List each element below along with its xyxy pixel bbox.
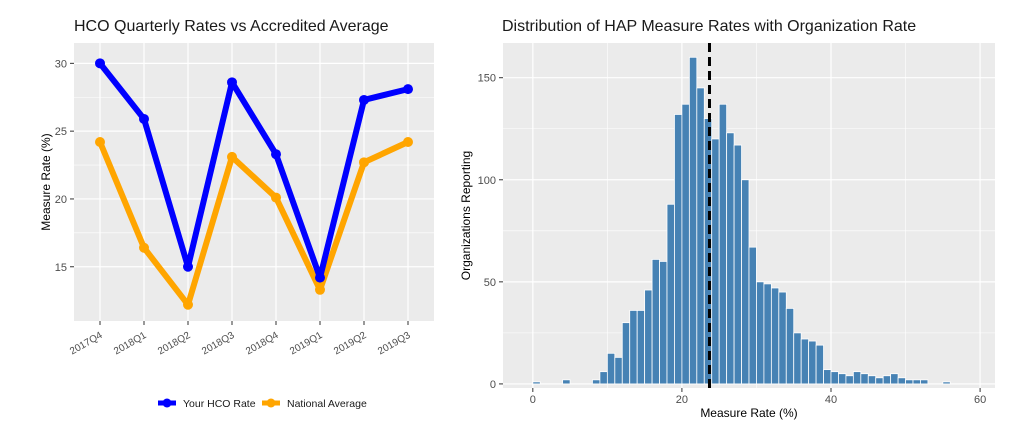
hist-x-tick-label: 60 [974, 394, 986, 406]
series-point-hco [95, 58, 105, 69]
histogram-bar [852, 371, 862, 385]
legend-label: Your HCO Rate [183, 398, 256, 410]
line-y-tick-label: 25 [55, 126, 67, 138]
histogram-bar [651, 258, 660, 385]
histogram-bar [718, 103, 728, 385]
line-y-tick-label: 15 [55, 262, 67, 274]
line-x-tick-label: 2019Q2 [332, 330, 369, 358]
series-point-hco [359, 94, 369, 105]
histogram-bar [688, 56, 698, 385]
histogram-bar [920, 379, 929, 385]
histogram-bar [629, 310, 638, 385]
series-point-national [271, 192, 281, 203]
histogram-bar [696, 87, 705, 385]
histogram-bar [592, 379, 601, 385]
histogram-bar [942, 381, 951, 385]
series-point-hco [403, 84, 413, 95]
histogram-bar [741, 179, 750, 385]
histogram-bar [808, 340, 817, 385]
line-y-axis-label: Measure Rate (%) [39, 133, 53, 230]
series-point-national [95, 136, 105, 147]
series-point-hco [183, 261, 193, 272]
histogram-bar [681, 103, 690, 385]
histogram-bar [867, 375, 877, 385]
histogram-bar [912, 379, 921, 385]
histogram-bar [711, 138, 720, 385]
histogram-bar [830, 371, 839, 385]
histogram-bar [644, 289, 653, 385]
histogram-bar [815, 344, 824, 385]
histogram-title: Distribution of HAP Measure Rates with O… [502, 18, 917, 35]
histogram-bar [674, 114, 683, 385]
series-point-national [139, 242, 149, 253]
series-point-national [403, 136, 413, 147]
histogram-bar [770, 287, 780, 385]
line-x-tick-label: 2017Q4 [68, 330, 105, 358]
histogram-bar [562, 379, 571, 385]
histogram-bar [905, 379, 914, 385]
histogram-bar [860, 373, 869, 385]
histogram-bar [845, 375, 854, 385]
series-point-hco [139, 113, 149, 124]
line-y-tick-label: 20 [55, 194, 67, 206]
histogram-bar [532, 381, 541, 385]
series-point-hco [271, 149, 281, 160]
hist-x-tick-label: 40 [825, 394, 837, 406]
hist-y-tick-label: 150 [478, 73, 496, 85]
series-point-national [315, 284, 325, 295]
histogram-bar [636, 310, 646, 385]
series-point-hco [315, 272, 325, 283]
legend-key-point [162, 398, 172, 408]
legend-label: National Average [287, 398, 367, 410]
histogram-bar [659, 261, 668, 385]
line-chart-title: HCO Quarterly Rates vs Accredited Averag… [74, 18, 389, 35]
series-point-hco [227, 77, 237, 88]
hist-x-tick-label: 0 [530, 394, 536, 406]
line-x-tick-label: 2018Q1 [112, 330, 149, 358]
histogram-bar [726, 132, 735, 385]
line-x-tick-label: 2018Q4 [244, 330, 281, 358]
histogram-bar [800, 338, 810, 385]
hist-y-tick-label: 50 [484, 277, 496, 289]
line-x-tick-label: 2018Q2 [156, 330, 193, 358]
line-x-tick-label: 2019Q1 [288, 330, 325, 358]
line-plot-panel [74, 43, 434, 321]
series-line-hco [97, 60, 411, 281]
series-line-national [97, 138, 411, 308]
histogram-bar [614, 356, 623, 385]
histogram-bar [823, 369, 832, 385]
histogram-bar [793, 332, 802, 385]
hist-x-axis-label: Measure Rate (%) [700, 406, 797, 420]
series-point-national [359, 157, 369, 168]
histogram-bar [606, 352, 616, 385]
histogram-bar [778, 291, 787, 385]
histogram-bar [621, 322, 631, 385]
hist-y-tick-label: 100 [478, 175, 496, 187]
hist-y-tick-label: 0 [490, 379, 496, 391]
histogram-bar [756, 281, 765, 385]
histogram-bar [875, 377, 884, 385]
histogram-bar [785, 307, 795, 385]
line-x-tick-label: 2019Q3 [376, 330, 413, 358]
histogram-bar [748, 246, 757, 385]
hist-y-axis-label: Organizations Reporting [459, 151, 473, 280]
series-point-national [183, 299, 193, 310]
histogram-bar [838, 373, 847, 385]
hist-x-tick-label: 20 [676, 394, 688, 406]
histogram-bar [666, 203, 675, 385]
series-point-national [227, 151, 237, 162]
line-x-tick-label: 2018Q3 [200, 330, 237, 358]
histogram-bar [599, 371, 608, 385]
histogram-bar [890, 373, 899, 385]
histogram-bar [897, 377, 906, 385]
histogram-bar [763, 283, 772, 385]
histogram-bar [882, 375, 892, 385]
legend-key-point [266, 398, 276, 408]
line-y-tick-label: 30 [55, 58, 67, 70]
histogram-bar [733, 144, 742, 385]
